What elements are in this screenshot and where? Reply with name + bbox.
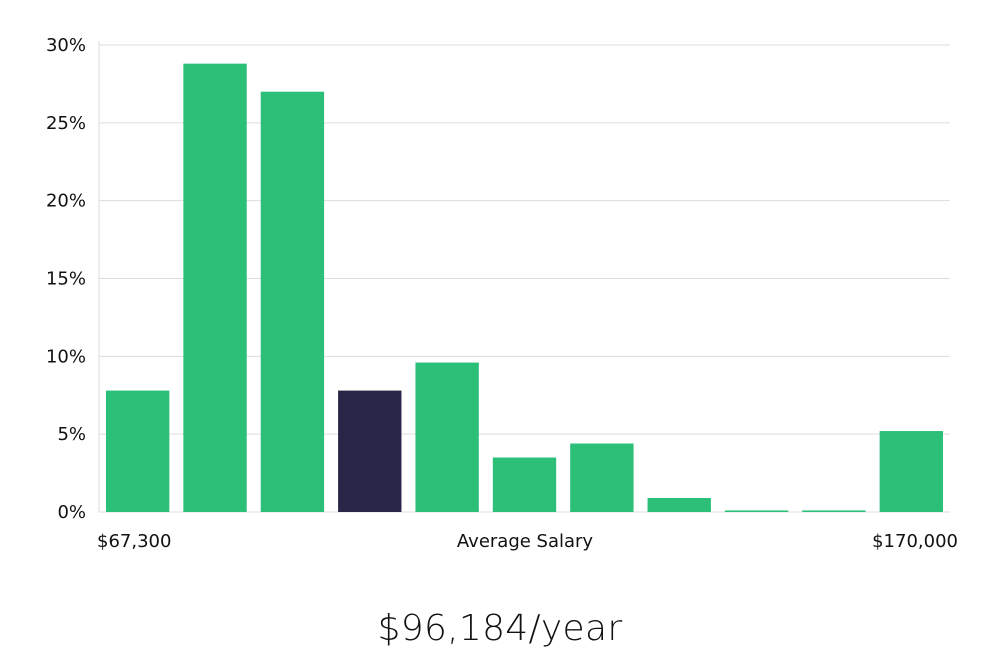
x-min-label: $67,300: [97, 531, 171, 552]
salary-bar: [570, 443, 634, 512]
y-tick-label: 5%: [57, 424, 86, 445]
salary-bar: [647, 497, 711, 512]
salary-bar: [106, 390, 170, 512]
salary-bar: [492, 457, 557, 512]
average-salary-value: $96,184/year: [377, 608, 623, 649]
salary-bar: [802, 510, 866, 512]
y-tick-label: 0%: [57, 502, 86, 523]
y-tick-label: 20%: [46, 191, 86, 212]
salary-bar: [183, 63, 247, 513]
salary-bar: [879, 431, 943, 512]
y-tick-label: 10%: [46, 346, 86, 367]
salary-histogram-chart: 0% 5% 10% 15% 20% 25% 30% $67,300 Average Salary…: [46, 35, 958, 552]
salary-bar: [260, 91, 325, 512]
salary-histogram-svg: 0% 5% 10% 15% 20% 25% 30% $67,300 Average Salary…: [46, 35, 958, 552]
salary-bar: [415, 362, 479, 512]
y-tick-label: 15%: [46, 269, 86, 290]
x-max-label: $170,000: [872, 531, 958, 552]
salary-bar: [724, 510, 789, 512]
y-tick-label: 30%: [46, 35, 86, 56]
x-axis-title: Average Salary: [457, 531, 594, 552]
highlighted-salary-bar: [338, 390, 402, 512]
y-tick-label: 25%: [46, 113, 86, 134]
